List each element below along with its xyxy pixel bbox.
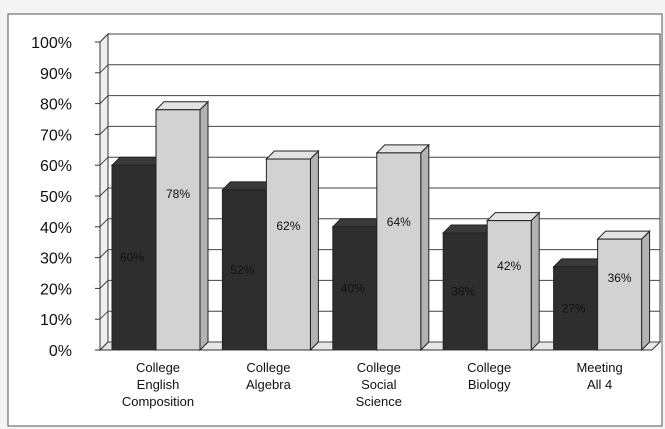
data-label: 36% bbox=[608, 271, 632, 285]
bar bbox=[265, 158, 311, 351]
data-label: 78% bbox=[166, 187, 190, 201]
bar bbox=[597, 238, 643, 351]
category-label: Meeting bbox=[576, 360, 622, 375]
gridline bbox=[99, 218, 660, 228]
gridline bbox=[99, 187, 660, 197]
data-label: 60% bbox=[120, 251, 144, 265]
bar bbox=[155, 109, 201, 351]
gridline bbox=[99, 156, 660, 166]
data-label: 64% bbox=[387, 215, 411, 229]
y-axis: 0% 10% 20% 30% 40% 50% 60% 70% 80% 90% 100% bbox=[31, 35, 101, 360]
bar bbox=[332, 226, 378, 351]
data-label: 62% bbox=[276, 219, 300, 233]
y-tick-label: 10% bbox=[40, 312, 72, 329]
y-tick-label: 30% bbox=[40, 251, 72, 268]
bar-side bbox=[199, 100, 209, 352]
category-label: English bbox=[137, 377, 180, 392]
gridline bbox=[99, 64, 660, 74]
category-label: All 4 bbox=[587, 377, 612, 392]
gridline bbox=[99, 33, 660, 43]
y-tick-label: 0% bbox=[49, 343, 72, 360]
gridline bbox=[99, 125, 660, 135]
gridline bbox=[99, 95, 660, 104]
y-tick-label: 80% bbox=[40, 97, 72, 114]
category-label: College bbox=[467, 360, 511, 375]
category-label: Algebra bbox=[246, 377, 292, 392]
bar-top bbox=[596, 230, 651, 240]
data-label: 27% bbox=[562, 301, 586, 315]
y-tick-label: 100% bbox=[31, 35, 72, 52]
data-label: 42% bbox=[497, 259, 521, 273]
bar-top bbox=[485, 212, 541, 222]
category-label: College bbox=[136, 360, 180, 375]
category-label: Biology bbox=[468, 377, 511, 392]
bar bbox=[376, 152, 422, 351]
y-tick-label: 50% bbox=[40, 189, 72, 206]
category-label: College bbox=[246, 360, 290, 375]
category-label: Science bbox=[356, 394, 402, 409]
bar bbox=[442, 232, 488, 351]
bars: 60% 78% 52% 62% 40% 64% 38% 42% 27% 36% bbox=[110, 100, 651, 352]
bar-top bbox=[265, 150, 320, 160]
gridlines bbox=[99, 33, 660, 351]
bar bbox=[486, 220, 532, 351]
bar-side bbox=[530, 211, 540, 352]
bar bbox=[111, 164, 157, 351]
bar-side bbox=[420, 143, 430, 352]
y-tick-label: 90% bbox=[40, 66, 72, 83]
category-label: College bbox=[357, 360, 401, 375]
y-tick-label: 60% bbox=[40, 158, 72, 175]
category-label: Social bbox=[361, 377, 397, 392]
y-tick-label: 40% bbox=[40, 220, 72, 237]
bar-top bbox=[375, 144, 431, 154]
bar-side bbox=[641, 229, 651, 352]
x-axis: College English Composition College Algebra C… bbox=[100, 349, 652, 409]
y-tick-label: 20% bbox=[40, 281, 72, 298]
category-label: Composition bbox=[122, 394, 194, 409]
y-tick-label: 70% bbox=[40, 127, 72, 144]
bar bbox=[553, 266, 599, 351]
bar bbox=[221, 189, 267, 351]
bar-top bbox=[154, 101, 210, 111]
bar-side bbox=[309, 149, 319, 352]
data-label: 40% bbox=[341, 281, 365, 295]
data-label: 38% bbox=[451, 284, 475, 298]
data-label: 52% bbox=[230, 263, 254, 277]
